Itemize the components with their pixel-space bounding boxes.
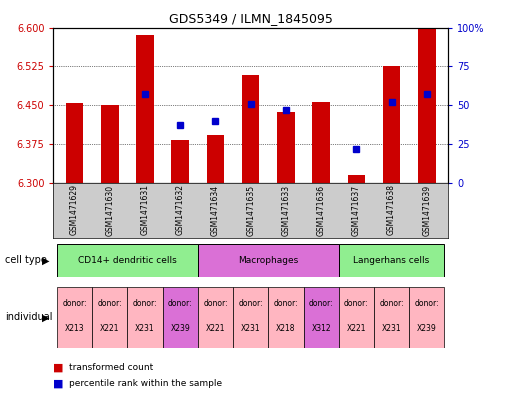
Text: GSM1471635: GSM1471635 — [246, 184, 255, 235]
Text: X231: X231 — [382, 324, 402, 333]
Text: GSM1471637: GSM1471637 — [352, 184, 361, 235]
Text: donor:: donor: — [203, 299, 228, 309]
Text: GSM1471631: GSM1471631 — [140, 184, 150, 235]
Text: GSM1471634: GSM1471634 — [211, 184, 220, 235]
Text: X231: X231 — [241, 324, 261, 333]
Bar — [268, 287, 303, 348]
Text: X221: X221 — [347, 324, 366, 333]
Bar — [374, 287, 409, 348]
Text: ▶: ▶ — [42, 312, 50, 322]
Bar — [136, 35, 154, 183]
Bar — [92, 287, 127, 348]
Bar — [338, 287, 374, 348]
Text: percentile rank within the sample: percentile rank within the sample — [69, 379, 222, 387]
Bar — [57, 287, 92, 348]
Bar — [383, 66, 401, 183]
Text: X239: X239 — [417, 324, 437, 333]
Text: GSM1471632: GSM1471632 — [176, 184, 185, 235]
Bar — [127, 287, 163, 348]
Bar — [66, 103, 83, 183]
Text: X221: X221 — [100, 324, 120, 333]
Bar — [303, 287, 338, 348]
Text: GSM1471639: GSM1471639 — [422, 184, 431, 235]
Bar — [198, 287, 233, 348]
Bar — [163, 287, 198, 348]
Text: donor:: donor: — [379, 299, 404, 309]
Text: cell type: cell type — [5, 255, 47, 265]
Text: X213: X213 — [65, 324, 84, 333]
Bar — [277, 112, 295, 183]
Text: donor:: donor: — [274, 299, 298, 309]
Text: GSM1471629: GSM1471629 — [70, 184, 79, 235]
Bar — [207, 135, 224, 183]
Title: GDS5349 / ILMN_1845095: GDS5349 / ILMN_1845095 — [169, 12, 332, 25]
Text: donor:: donor: — [98, 299, 122, 309]
Bar — [338, 244, 444, 277]
Text: CD14+ dendritic cells: CD14+ dendritic cells — [78, 256, 177, 265]
Text: GSM1471636: GSM1471636 — [317, 184, 326, 235]
Text: ■: ■ — [53, 362, 64, 373]
Text: X231: X231 — [135, 324, 155, 333]
Text: ▶: ▶ — [42, 255, 50, 265]
Bar — [57, 244, 198, 277]
Text: X218: X218 — [276, 324, 296, 333]
Text: X312: X312 — [312, 324, 331, 333]
Text: ■: ■ — [53, 378, 64, 388]
Bar — [348, 175, 365, 183]
Text: transformed count: transformed count — [69, 363, 153, 372]
Text: GSM1471630: GSM1471630 — [105, 184, 115, 235]
Text: donor:: donor: — [414, 299, 439, 309]
Text: X239: X239 — [171, 324, 190, 333]
Text: GSM1471633: GSM1471633 — [281, 184, 291, 235]
Text: donor:: donor: — [133, 299, 157, 309]
Bar — [409, 287, 444, 348]
Bar — [198, 244, 338, 277]
Bar — [101, 105, 119, 183]
Bar — [242, 75, 260, 183]
Bar — [172, 140, 189, 183]
Text: donor:: donor: — [62, 299, 87, 309]
Text: Macrophages: Macrophages — [238, 256, 298, 265]
Bar — [233, 287, 268, 348]
Text: donor:: donor: — [168, 299, 192, 309]
Text: individual: individual — [5, 312, 52, 322]
Bar — [313, 102, 330, 183]
Text: donor:: donor: — [344, 299, 369, 309]
Bar — [418, 28, 436, 183]
Text: donor:: donor: — [309, 299, 333, 309]
Text: GSM1471638: GSM1471638 — [387, 184, 396, 235]
Text: Langerhans cells: Langerhans cells — [353, 256, 430, 265]
Text: X221: X221 — [206, 324, 225, 333]
Text: donor:: donor: — [238, 299, 263, 309]
